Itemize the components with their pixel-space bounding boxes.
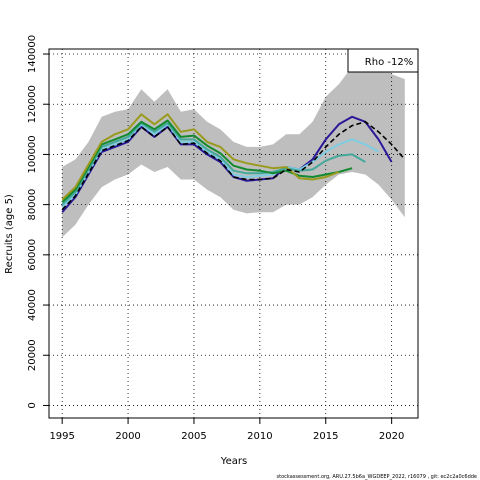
series-line-3 (61, 122, 366, 206)
y-tick-label: 0 (27, 402, 38, 408)
x-axis: 1995 2000 2005 2010 2015 2020 (49, 418, 404, 442)
y-tick-label: 100000 (27, 135, 38, 173)
x-axis-title: Years (220, 456, 247, 467)
plot-area (49, 49, 418, 418)
series-line-4 (61, 119, 353, 203)
y-tick-label: 80000 (27, 189, 38, 221)
x-tick-label: 2005 (181, 431, 206, 442)
y-tick-label: 60000 (27, 239, 38, 271)
x-tick-label: 1995 (49, 431, 74, 442)
series-lines (61, 113, 406, 213)
y-tick-label: 40000 (27, 289, 38, 321)
series-line-1 (61, 115, 393, 213)
series-line-6 (61, 121, 406, 211)
series-line-2 (61, 123, 379, 208)
x-tick-label: 2015 (313, 431, 338, 442)
y-tick-label: 120000 (27, 85, 38, 123)
x-tick-label: 2020 (379, 431, 404, 442)
x-tick-label: 2010 (247, 431, 272, 442)
y-axis-title: Recruits (age 5) (4, 194, 15, 274)
y-axis: 0 20000 40000 60000 80000 100000 120000 140000 (27, 35, 49, 409)
y-tick-label: 20000 (27, 339, 38, 371)
legend: Rho -12% (347, 48, 419, 73)
y-tick-label: 140000 (27, 35, 38, 73)
footer-text: stockassessment.org, ARU.27.5b6a_WGDEEP_… (277, 474, 477, 480)
x-tick-label: 2000 (115, 431, 140, 442)
gridlines (49, 49, 418, 418)
legend-text: Rho -12% (365, 57, 413, 68)
legend-box (347, 48, 419, 73)
plot-frame (48, 48, 419, 419)
confidence-band (62, 54, 405, 238)
series-line-5 (61, 113, 340, 201)
